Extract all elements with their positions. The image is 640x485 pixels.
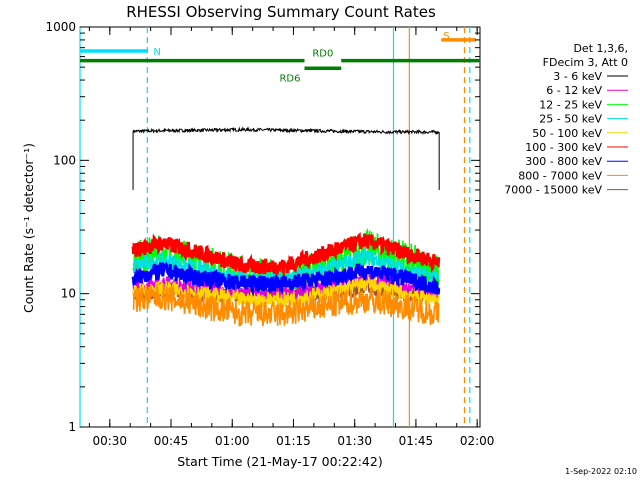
- annotation-label-rd6: RD6: [279, 73, 300, 84]
- footer-date: 1-Sep-2022 02:10: [565, 467, 637, 476]
- x-axis-label: Start Time (21-May-17 00:22:42): [177, 454, 382, 469]
- x-tick-label-3: 01:15: [276, 434, 311, 448]
- plot-frame: [79, 26, 481, 428]
- x-tick-label-4: 01:30: [337, 434, 372, 448]
- y-axis: 1 10 100 1000: [45, 20, 480, 434]
- x-tick-label-0: 00:30: [92, 434, 127, 448]
- y-tick-label-3: 1000: [45, 20, 76, 34]
- series-line-0: [132, 126, 440, 136]
- legend-label-0: 3 - 6 keV: [553, 70, 602, 83]
- legend-label-4: 50 - 100 keV: [532, 127, 602, 140]
- x-tick-label-2: 01:00: [215, 434, 250, 448]
- series-line-7: [132, 284, 440, 328]
- series-line-6: [131, 261, 441, 297]
- legend-label-2: 12 - 25 keV: [539, 98, 602, 111]
- series-line-5: [131, 231, 441, 278]
- x-tick-label-5: 01:45: [399, 434, 434, 448]
- legend-label-6: 300 - 800 keV: [525, 155, 602, 168]
- legend-header-line-2: FDecim 3, Att 0: [543, 56, 628, 69]
- y-tick-label-1: 10: [61, 287, 76, 301]
- plot-area: N RD0 RD6 S: [79, 26, 481, 428]
- chart-title: RHESSI Observing Summary Count Rates: [126, 3, 436, 21]
- legend-label-8: 7000 - 15000 keV: [504, 184, 602, 197]
- legend-label-3: 25 - 50 keV: [539, 113, 602, 126]
- y-tick-label-2: 100: [53, 153, 76, 167]
- annotation-label-rd0: RD0: [312, 49, 333, 60]
- annotation-label-s: S: [443, 31, 449, 42]
- vertical-markers: [79, 27, 471, 427]
- legend-header-line-1: Det 1,3,6,: [573, 42, 628, 55]
- annotation-bars: N RD0 RD6 S: [80, 31, 480, 84]
- annotation-label-n: N: [153, 47, 160, 58]
- x-tick-label-1: 00:45: [154, 434, 189, 448]
- legend-label-5: 100 - 300 keV: [525, 141, 602, 154]
- legend-label-1: 6 - 12 keV: [546, 84, 602, 97]
- y-tick-label-0: 1: [68, 420, 76, 434]
- x-tick-label-6: 02:00: [460, 434, 495, 448]
- x-axis: 00:30 00:45 01:00 01:15 01:30 01:45 02:00: [88, 27, 495, 448]
- legend-label-7: 800 - 7000 keV: [518, 169, 602, 182]
- y-axis-label: Count Rate (s⁻¹ detector⁻¹): [21, 143, 36, 313]
- series-group: [131, 126, 441, 328]
